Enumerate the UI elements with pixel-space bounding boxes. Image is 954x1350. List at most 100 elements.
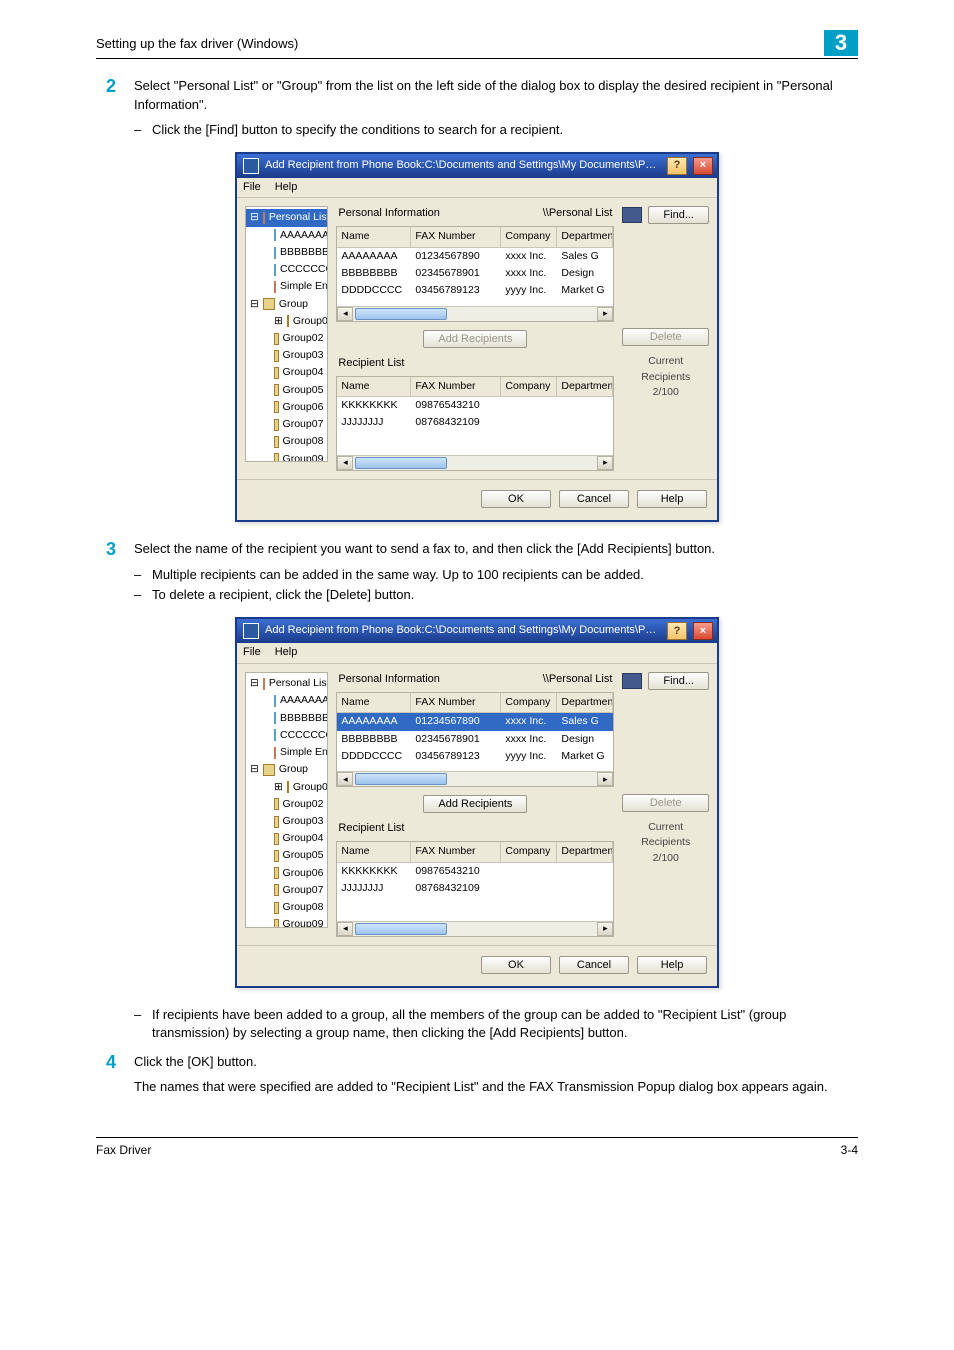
- col-dept[interactable]: Departmen: [557, 693, 613, 713]
- step-text: Click the [OK] button.: [134, 1053, 858, 1072]
- dialog-titlebar[interactable]: Add Recipient from Phone Book:C:\Documen…: [237, 619, 717, 643]
- close-icon[interactable]: ×: [693, 622, 713, 640]
- dialog-titlebar[interactable]: Add Recipient from Phone Book:C:\Documen…: [237, 154, 717, 178]
- col-company[interactable]: Company: [501, 227, 557, 247]
- rcol-dept[interactable]: Departmen: [557, 842, 613, 862]
- step-followup: The names that were specified are added …: [134, 1078, 858, 1097]
- tree-group[interactable]: ⊟Group: [246, 296, 327, 313]
- help-button[interactable]: Help: [637, 956, 707, 974]
- menu-help[interactable]: Help: [275, 645, 298, 661]
- help-icon[interactable]: ?: [667, 622, 687, 640]
- tree-group-item[interactable]: Group05: [246, 382, 327, 399]
- tree-simple-entry[interactable]: Simple Entry: [246, 744, 327, 761]
- tree-view[interactable]: ⊟Personal List AAAAAAAA BBBBBBBB CCCCCCC…: [245, 206, 328, 462]
- rcol-name[interactable]: Name: [337, 842, 411, 862]
- help-icon[interactable]: ?: [667, 157, 687, 175]
- delete-button[interactable]: Delete: [622, 328, 709, 346]
- tree-entry[interactable]: BBBBBBBB: [246, 244, 327, 261]
- add-recipients-button[interactable]: Add Recipients: [423, 795, 527, 813]
- tree-group-item[interactable]: Group03: [246, 347, 327, 364]
- menu-help[interactable]: Help: [275, 180, 298, 196]
- tree-entry[interactable]: AAAAAAAA: [246, 692, 327, 709]
- ok-button[interactable]: OK: [481, 956, 551, 974]
- tree-group-item[interactable]: ⊞Group01: [246, 779, 327, 796]
- rcol-fax[interactable]: FAX Number: [411, 377, 501, 397]
- phonebook-dialog-2: Add Recipient from Phone Book:C:\Documen…: [235, 617, 719, 987]
- delete-button[interactable]: Delete: [622, 794, 709, 812]
- h-scrollbar[interactable]: ◂▸: [337, 771, 613, 786]
- phonebook-dialog-1: Add Recipient from Phone Book:C:\Documen…: [235, 152, 719, 522]
- tree-group-item[interactable]: Group06: [246, 865, 327, 882]
- tree-view[interactable]: ⊟Personal List AAAAAAAA BBBBBBBB CCCCCCC…: [245, 672, 328, 928]
- close-icon[interactable]: ×: [693, 157, 713, 175]
- current-recipients-count: 2/100: [622, 385, 709, 400]
- personal-info-list[interactable]: Name FAX Number Company Departmen AAAAAA…: [336, 226, 614, 321]
- col-company[interactable]: Company: [501, 693, 557, 713]
- col-dept[interactable]: Departmen: [557, 227, 613, 247]
- col-fax[interactable]: FAX Number: [411, 693, 501, 713]
- recipient-list-view[interactable]: Name FAX Number Company Departmen KKKKKK…: [336, 376, 614, 471]
- header-rule: [96, 58, 858, 59]
- find-button[interactable]: Find...: [648, 672, 709, 690]
- rcol-dept[interactable]: Departmen: [557, 377, 613, 397]
- tree-group-item[interactable]: Group09: [246, 451, 327, 463]
- recipient-list-view[interactable]: Name FAX Number Company Departmen KKKKKK…: [336, 841, 614, 936]
- tree-group-item[interactable]: Group04: [246, 364, 327, 381]
- tree-group-item[interactable]: Group07: [246, 416, 327, 433]
- tree-group-item[interactable]: Group02: [246, 330, 327, 347]
- h-scrollbar[interactable]: ◂▸: [337, 921, 613, 936]
- list-row[interactable]: DDDDCCCC03456789123yyyy Inc.Market G: [337, 282, 613, 299]
- tree-entry[interactable]: CCCCCCCC: [246, 727, 327, 744]
- tree-entry[interactable]: AAAAAAAA: [246, 227, 327, 244]
- rcol-name[interactable]: Name: [337, 377, 411, 397]
- recip-row[interactable]: JJJJJJJJ08768432109: [337, 414, 613, 431]
- tree-group-item[interactable]: Group04: [246, 830, 327, 847]
- tree-group-item[interactable]: Group06: [246, 399, 327, 416]
- tree-simple-entry[interactable]: Simple Entry: [246, 278, 327, 295]
- step-3-bullet: –Multiple recipients can be added in the…: [134, 566, 858, 585]
- recip-row[interactable]: KKKKKKKK09876543210: [337, 863, 613, 880]
- help-button[interactable]: Help: [637, 490, 707, 508]
- list-row-selected[interactable]: AAAAAAAA01234567890xxxx Inc.Sales G: [337, 713, 613, 730]
- rcol-fax[interactable]: FAX Number: [411, 842, 501, 862]
- tree-personal-list[interactable]: ⊟Personal List: [246, 209, 327, 226]
- tree-group-item[interactable]: Group08: [246, 899, 327, 916]
- personal-info-list[interactable]: Name FAX Number Company Departmen AAAAAA…: [336, 692, 614, 787]
- tree-group-item[interactable]: Group03: [246, 813, 327, 830]
- cancel-button[interactable]: Cancel: [559, 956, 629, 974]
- tree-group-item[interactable]: Group05: [246, 847, 327, 864]
- col-fax[interactable]: FAX Number: [411, 227, 501, 247]
- tree-group-item[interactable]: Group07: [246, 882, 327, 899]
- recip-row[interactable]: JJJJJJJJ08768432109: [337, 880, 613, 897]
- tree-entry[interactable]: CCCCCCCC: [246, 261, 327, 278]
- col-name[interactable]: Name: [337, 227, 411, 247]
- step-3-bullet: –To delete a recipient, click the [Delet…: [134, 586, 858, 605]
- recip-row[interactable]: KKKKKKKK09876543210: [337, 397, 613, 414]
- tree-group-item[interactable]: Group08: [246, 433, 327, 450]
- tree-group[interactable]: ⊟Group: [246, 761, 327, 778]
- step-3-bullet-after: –If recipients have been added to a grou…: [134, 1006, 858, 1044]
- list-row[interactable]: AAAAAAAA01234567890xxxx Inc.Sales G: [337, 248, 613, 265]
- add-recipients-button[interactable]: Add Recipients: [423, 330, 527, 348]
- find-button[interactable]: Find...: [648, 206, 709, 224]
- h-scrollbar[interactable]: ◂▸: [337, 306, 613, 321]
- list-row[interactable]: BBBBBBBB02345678901xxxx Inc.Design: [337, 265, 613, 282]
- col-name[interactable]: Name: [337, 693, 411, 713]
- rcol-company[interactable]: Company: [501, 842, 557, 862]
- menu-file[interactable]: File: [243, 180, 261, 196]
- ok-button[interactable]: OK: [481, 490, 551, 508]
- tree-group-item[interactable]: Group02: [246, 796, 327, 813]
- h-scrollbar[interactable]: ◂▸: [337, 455, 613, 470]
- rcol-company[interactable]: Company: [501, 377, 557, 397]
- path-label: \\Personal List: [543, 206, 613, 222]
- step-number: 4: [96, 1053, 116, 1097]
- list-row[interactable]: DDDDCCCC03456789123yyyy Inc.Market G: [337, 748, 613, 765]
- tree-entry[interactable]: BBBBBBBB: [246, 710, 327, 727]
- tree-group-item[interactable]: ⊞Group01: [246, 313, 327, 330]
- tree-personal-list[interactable]: ⊟Personal List: [246, 675, 327, 692]
- menu-file[interactable]: File: [243, 645, 261, 661]
- tree-group-item[interactable]: Group09: [246, 916, 327, 928]
- cancel-button[interactable]: Cancel: [559, 490, 629, 508]
- current-recipients-label: Current Recipients: [622, 354, 709, 384]
- list-row[interactable]: BBBBBBBB02345678901xxxx Inc.Design: [337, 731, 613, 748]
